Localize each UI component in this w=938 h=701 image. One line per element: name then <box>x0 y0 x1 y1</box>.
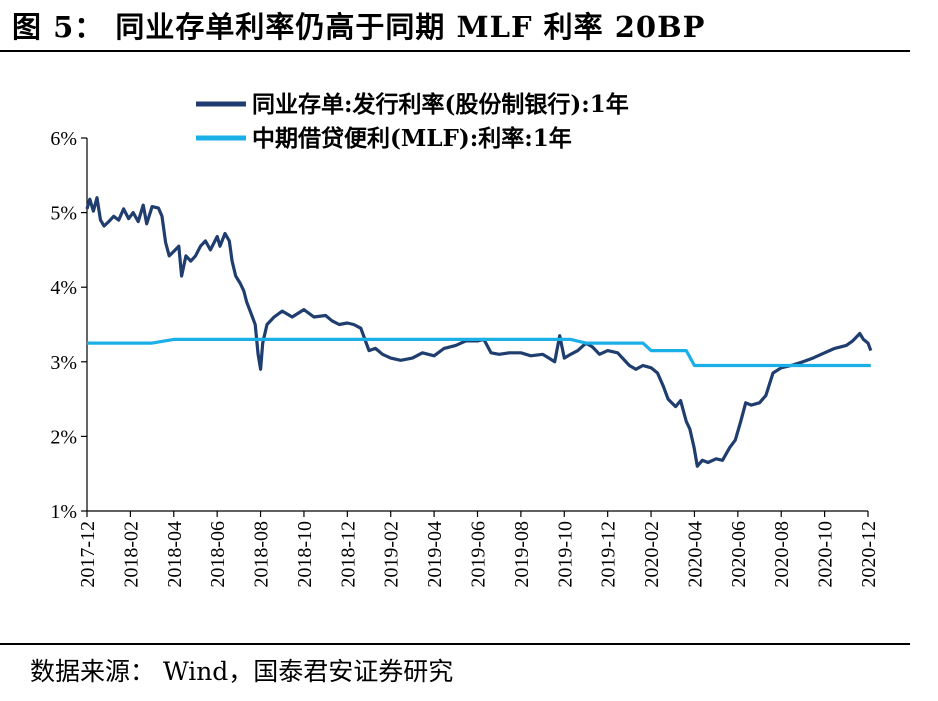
y-tick-label: 3% <box>50 352 77 374</box>
source-note: 数据来源： Wind，国泰君安证券研究 <box>30 657 454 686</box>
source-rule <box>0 643 910 645</box>
x-tick-label: 2020-08 <box>771 521 793 588</box>
x-tick-label: 2019-02 <box>381 521 403 588</box>
x-tick-label: 2020-06 <box>728 521 750 588</box>
x-tick-label: 2018-08 <box>251 521 273 588</box>
y-tick-label: 6% <box>50 128 77 150</box>
x-tick-label: 2020-12 <box>858 521 880 588</box>
x-tick-label: 2020-02 <box>641 521 663 588</box>
x-tick-label: 2019-10 <box>554 521 576 588</box>
y-tick-label: 1% <box>50 501 77 523</box>
y-tick-label: 4% <box>50 277 77 299</box>
chart-title: 图 5： 同业存单利率仍高于同期 MLF 利率 20BP <box>12 10 706 44</box>
legend-label-2: 中期借贷便利(MLF):利率:1年 <box>252 125 572 152</box>
x-tick-label: 2018-12 <box>337 521 359 588</box>
x-tick-label: 2018-06 <box>207 521 229 588</box>
x-tick-label: 2019-06 <box>468 521 490 588</box>
x-tick-label: 2018-04 <box>164 521 186 588</box>
legend-label-1: 同业存单:发行利率(股份制银行):1年 <box>252 91 629 118</box>
y-tick-label: 2% <box>50 426 77 448</box>
x-tick-label: 2019-12 <box>598 521 620 588</box>
series-line-1 <box>85 196 873 468</box>
title-rule <box>0 50 910 52</box>
y-tick-label: 5% <box>50 203 77 225</box>
series-line-2 <box>87 337 871 368</box>
x-tick-label: 2020-10 <box>815 521 837 588</box>
x-tick-label: 2019-08 <box>511 521 533 588</box>
x-tick-label: 2017-12 <box>77 521 99 588</box>
chart-series <box>85 196 873 468</box>
x-tick-label: 2019-04 <box>424 521 446 588</box>
x-tick-label: 2018-02 <box>120 521 142 588</box>
x-tick-label: 2018-10 <box>294 521 316 588</box>
chart-axes: 1% 2% 3% 4% 5% 6% 2017-12 2018-02 2018-04 2018-06… <box>50 128 880 588</box>
x-tick-label: 2020-04 <box>684 521 706 588</box>
